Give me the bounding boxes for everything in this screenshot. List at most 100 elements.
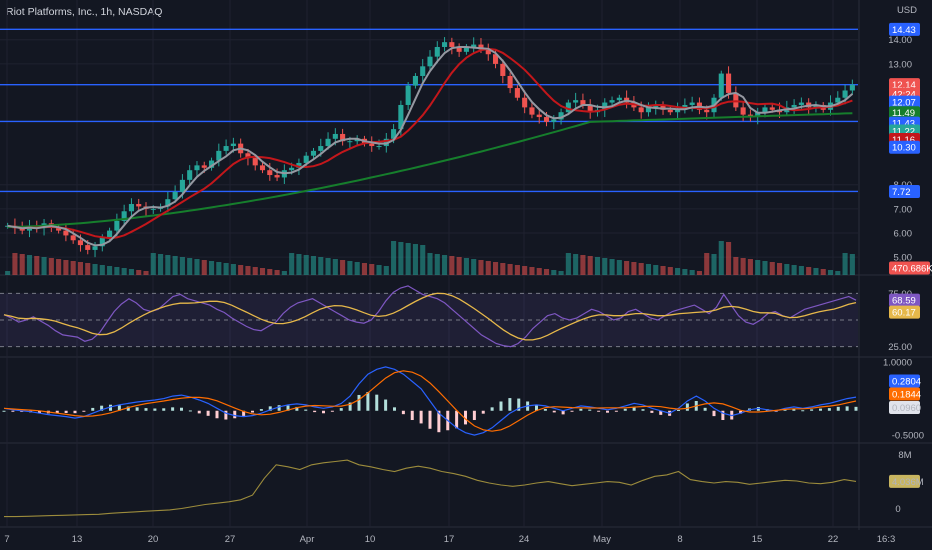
volume-bar (813, 268, 819, 275)
price-tag-9-label: 7.72 (892, 187, 911, 198)
rsi-tag-box (889, 293, 920, 307)
macd-histogram-bar (393, 407, 396, 411)
candle-body (391, 129, 397, 139)
volume-bar (573, 254, 579, 275)
volume-bar (136, 270, 142, 275)
rsi-line (3, 285, 857, 348)
volume-bar (762, 261, 768, 275)
volume-bar (172, 256, 178, 275)
macd-histogram-bar (499, 401, 503, 411)
volume-bar (682, 269, 688, 275)
macd-histogram-bar (277, 405, 281, 411)
candle-body (456, 46, 462, 52)
candle-body (580, 100, 586, 105)
candle-body (165, 199, 171, 207)
macd-histogram-bar (259, 409, 263, 411)
candle-body (449, 42, 455, 47)
rsi-ma-tag-box (889, 305, 920, 319)
volume-bar (150, 253, 156, 275)
candle-body (310, 150, 317, 156)
macd-tick-label: -0.5000 (892, 431, 924, 442)
volume-bar (398, 242, 404, 275)
volume-bar (99, 265, 105, 275)
volume-bar (492, 262, 499, 275)
y-tick-label: 13.00 (888, 59, 912, 70)
macd-histogram-bar (685, 403, 689, 411)
x-tick-label: 8 (677, 534, 682, 545)
macd-histogram-bar (703, 407, 707, 411)
volume-bar (274, 270, 280, 275)
candle-body (798, 102, 804, 105)
macd-histogram-bar (330, 410, 334, 412)
candle-body (755, 112, 761, 118)
volume-bar (361, 263, 368, 275)
volume-bar (34, 256, 40, 275)
volume-bar (609, 259, 615, 275)
candle-body (587, 104, 593, 113)
volume-bar (194, 259, 200, 275)
volume-bar (755, 260, 761, 275)
macd-histogram-bar (304, 409, 308, 411)
macd-signal-tag-box (889, 387, 920, 401)
volume-bar (675, 268, 681, 275)
x-tick-label: 15 (752, 534, 763, 545)
volume-bar (616, 260, 622, 275)
macd-line (3, 366, 857, 436)
candle-body (114, 220, 120, 231)
volume-bar (230, 264, 236, 275)
y-tick-label: 14.00 (888, 35, 912, 46)
candle-body (223, 146, 229, 151)
volume-bar (165, 255, 171, 275)
volume-bar (529, 267, 535, 275)
macd-histogram-bar (11, 410, 15, 412)
chart-title: Riot Platforms, Inc., 1h, NASDAQ (6, 6, 163, 18)
volume-bar (114, 267, 120, 275)
y-tick-label: 6.00 (894, 229, 913, 240)
macd-histogram-bar (543, 408, 547, 411)
volume-bar (842, 253, 848, 275)
macd-histogram-bar (801, 410, 805, 412)
candle-body (733, 92, 739, 108)
volume-bar (689, 270, 695, 275)
candle-body (325, 138, 331, 147)
candle-body (208, 160, 215, 168)
volume-bar (449, 256, 455, 275)
candle-body (179, 179, 185, 192)
volume-bar (827, 270, 834, 275)
candle-body (259, 165, 266, 171)
x-tick-label: Apr (300, 534, 315, 545)
volume-bar (733, 257, 739, 275)
volume-bar (638, 263, 644, 275)
obv-tag-label: 4.036M (892, 477, 924, 488)
candle-body (128, 204, 134, 212)
candle-body (420, 66, 426, 76)
volume-bar (391, 241, 397, 275)
rsi-tag-label: 68.59 (892, 296, 916, 307)
macd-histogram-bar (286, 405, 290, 411)
macd-tick-label: 1.0000 (883, 358, 912, 369)
candle-body (485, 49, 491, 55)
candle-body (704, 109, 710, 113)
price-tag-3-label: 12.07 (892, 98, 916, 109)
macd-hist-tag-box (889, 401, 920, 414)
candle-body (791, 104, 797, 108)
candle-body (726, 73, 732, 93)
macd-histogram-bar (144, 408, 148, 411)
volume-bar (507, 264, 513, 275)
macd-histogram-bar (517, 398, 521, 411)
candle-body (340, 133, 346, 142)
macd-histogram-bar (126, 406, 130, 411)
candle-body (507, 75, 513, 89)
price-tag-8-box (889, 140, 920, 154)
volume-bar (85, 263, 91, 275)
macd-histogram-bar (490, 407, 494, 411)
macd-histogram-bar (508, 398, 512, 411)
macd-histogram-bar (91, 407, 95, 411)
price-tag-3-box (889, 95, 920, 109)
candle-body (19, 228, 25, 231)
macd-tag-label: 0.2804 (892, 377, 921, 388)
x-tick-label: 17 (444, 534, 455, 545)
macd-histogram-bar (153, 408, 157, 411)
volume-bar (77, 262, 84, 275)
